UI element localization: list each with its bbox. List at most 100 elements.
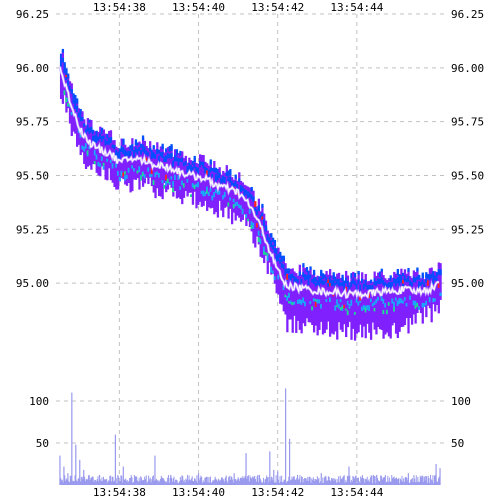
heatmap-cell [359,280,362,325]
heatmap-cell [332,279,335,286]
heatmap-cell [238,204,241,209]
heatmap-cell [330,275,334,334]
heatmap-cell [377,296,380,301]
heatmap-cell [291,302,294,306]
heatmap-cell [193,155,196,163]
heatmap-cell [116,148,120,190]
heatmap-cell [159,146,163,197]
heatmap-cell [259,215,262,219]
heatmap-cell [213,192,216,198]
heatmap-cell [286,270,289,333]
heatmap-cell [426,280,430,286]
heatmap-cell [211,195,214,201]
heatmap-cell [149,173,152,177]
heatmap-cell [147,152,150,157]
heatmap-cell [368,284,371,290]
heatmap-cell [402,300,405,304]
heatmap-cell [214,189,218,194]
heatmap-cell [200,161,203,166]
heatmap-cell [245,185,248,227]
heatmap-cell [229,176,232,183]
heatmap-cell [161,145,164,200]
heatmap-cell [145,157,148,161]
heatmap-cell [275,250,278,294]
heatmap-cell [334,305,337,311]
heatmap-cell [320,304,323,309]
heatmap-cell [311,279,314,283]
heatmap-cell [61,57,65,63]
heatmap-cell [403,296,407,301]
heatmap-cell [414,271,417,324]
heatmap-cell [257,230,261,236]
heatmap-cell [138,146,141,151]
heatmap-cell [309,274,312,279]
heatmap-cell [434,298,437,302]
heatmap-cell [266,230,269,274]
heatmap-cell [343,304,346,309]
heatmap-cell [67,73,70,79]
heatmap-cell [378,273,382,330]
heatmap-cell [300,278,303,285]
heatmap-cell [145,150,148,155]
heatmap-cell [384,303,387,308]
heatmap-cell [430,273,433,279]
heatmap-cell [227,177,230,182]
heatmap-cell [67,102,70,107]
heatmap-cell [418,281,421,289]
heatmap-cell [95,132,98,173]
heatmap-cell [357,301,360,306]
heatmap-cell [288,275,291,279]
heatmap-cell [193,184,196,190]
heatmap-cell [239,205,243,210]
heatmap-cell [133,146,136,180]
heatmap-cell [106,158,109,162]
heatmap-cell [170,176,173,180]
heatmap-cell [296,279,300,284]
heatmap-cell [100,156,104,161]
heatmap-cell [421,272,424,279]
heatmap-cell [416,276,419,280]
heatmap-cell [247,191,250,199]
heatmap-cell [437,269,440,275]
heatmap-cell [373,301,376,306]
heatmap-cell [346,310,350,316]
heatmap-cell [355,298,358,303]
heatmap-cell [115,146,118,190]
heatmap-cell [391,298,394,304]
heatmap-cell [165,174,168,181]
heatmap-cell [321,273,325,280]
heatmap-cell [157,149,161,154]
heatmap-cell [216,175,220,181]
heatmap-cell [218,190,221,195]
heatmap-cell [247,218,250,222]
heatmap-cell [141,144,145,152]
heatmap-cell [334,278,337,332]
heatmap-cell [414,300,417,306]
heatmap-cell [382,309,385,315]
heatmap-cell [375,299,378,304]
heatmap-cell [115,150,118,156]
heatmap-cell [409,280,412,286]
heatmap-cell [364,305,367,309]
heatmap-cell [218,172,221,179]
heatmap-cell [268,233,271,263]
heatmap-cell [339,277,342,330]
heatmap-cell [181,180,184,185]
heatmap-cell [350,275,353,340]
heatmap-cell [150,173,154,177]
heatmap-cell [252,190,255,244]
heatmap-cell [92,135,95,142]
heatmap-cell [250,224,253,229]
heatmap-cell [394,297,398,301]
heatmap-cell [188,157,191,193]
heatmap-cell [416,302,419,307]
heatmap-cell [435,272,439,277]
volume-tick-label-left: 100 [29,395,49,408]
heatmap-cell [266,234,269,241]
heatmap-cell [122,138,125,145]
heatmap-cell [320,269,323,277]
heatmap-cell [168,153,171,159]
heatmap-cell [368,305,371,312]
heatmap-cell [211,167,214,171]
